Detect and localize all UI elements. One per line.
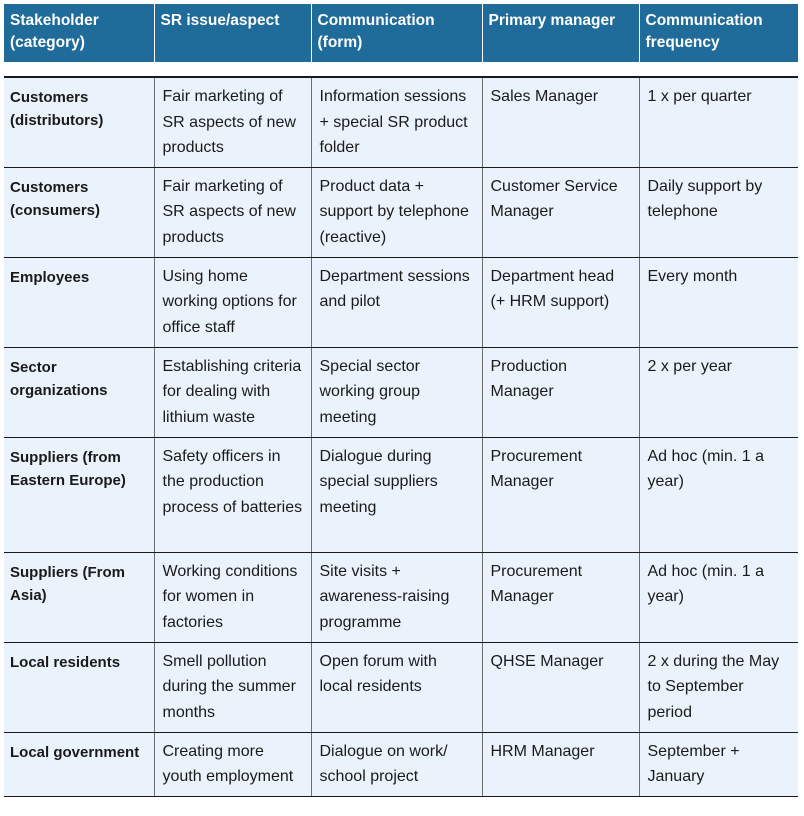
- table-row: Suppliers (From Asia) Working conditions…: [4, 551, 798, 643]
- stakeholder-cell: Suppliers (from Eastern Europe): [4, 436, 155, 553]
- communication-form-cell: Dialogue on work/ school project: [311, 731, 483, 797]
- communication-form-cell: Product data + support by telephone (rea…: [311, 166, 483, 258]
- primary-manager-cell: Customer Service Manager: [482, 166, 640, 258]
- header-communication-form: Communication (form): [311, 4, 483, 62]
- header-communication-frequency: Communication frequency: [639, 4, 798, 62]
- primary-manager-cell: Production Manager: [482, 346, 640, 438]
- sr-issue-cell: Establishing criteria for dealing with l…: [154, 346, 312, 438]
- table-header: Stakeholder (category) SR issue/aspect C…: [4, 4, 798, 62]
- primary-manager-cell: Department head (+ HRM support): [482, 256, 640, 348]
- communication-frequency-cell: Daily support by telephone: [639, 166, 798, 258]
- table-row: Local government Creating more youth emp…: [4, 731, 798, 797]
- sr-issue-cell: Safety officers in the production proces…: [154, 436, 312, 553]
- communication-frequency-cell: 1 x per quarter: [639, 76, 798, 168]
- header-stakeholder: Stakeholder (category): [4, 4, 155, 62]
- communication-frequency-cell: Ad hoc (min. 1 a year): [639, 436, 798, 553]
- table-row: Customers (consumers) Fair marketing of …: [4, 166, 798, 258]
- stakeholder-communication-table: Stakeholder (category) SR issue/aspect C…: [4, 4, 798, 797]
- stakeholder-cell: Local government: [4, 731, 155, 797]
- communication-frequency-cell: 2 x during the May to September period: [639, 641, 798, 733]
- sr-issue-cell: Creating more youth employment: [154, 731, 312, 797]
- sr-issue-cell: Working conditions for women in factorie…: [154, 551, 312, 643]
- stakeholder-cell: Local residents: [4, 641, 155, 733]
- communication-form-cell: Open forum with local residents: [311, 641, 483, 733]
- header-primary-manager: Primary manager: [482, 4, 640, 62]
- sr-issue-cell: Fair marketing of SR aspects of new prod…: [154, 76, 312, 168]
- communication-form-cell: Site visits + awareness-raising programm…: [311, 551, 483, 643]
- sr-issue-cell: Fair marketing of SR aspects of new prod…: [154, 166, 312, 258]
- stakeholder-cell: Suppliers (From Asia): [4, 551, 155, 643]
- stakeholder-cell: Sector organizations: [4, 346, 155, 438]
- table-row: Suppliers (from Eastern Europe) Safety o…: [4, 436, 798, 553]
- primary-manager-cell: Procurement Manager: [482, 436, 640, 553]
- stakeholder-cell: Customers (distributors): [4, 76, 155, 168]
- communication-frequency-cell: 2 x per year: [639, 346, 798, 438]
- communication-form-cell: Special sector working group meeting: [311, 346, 483, 438]
- header-row: Stakeholder (category) SR issue/aspect C…: [4, 4, 798, 62]
- primary-manager-cell: Procurement Manager: [482, 551, 640, 643]
- table-row: Local residents Smell pollution during t…: [4, 641, 798, 733]
- primary-manager-cell: HRM Manager: [482, 731, 640, 797]
- communication-frequency-cell: September + January: [639, 731, 798, 797]
- sr-issue-cell: Smell pollution during the summer months: [154, 641, 312, 733]
- table-row: Customers (distributors) Fair marketing …: [4, 76, 798, 168]
- spacer-cell: [4, 62, 798, 77]
- communication-form-cell: Information sessions + special SR produc…: [311, 76, 483, 168]
- communication-form-cell: Dialogue during special suppliers meetin…: [311, 436, 483, 553]
- primary-manager-cell: Sales Manager: [482, 76, 640, 168]
- communication-form-cell: Department sessions and pilot: [311, 256, 483, 348]
- table-row: Sector organizations Establishing criter…: [4, 346, 798, 438]
- header-spacer: [4, 62, 798, 77]
- primary-manager-cell: QHSE Manager: [482, 641, 640, 733]
- table-row: Employees Using home working options for…: [4, 256, 798, 348]
- communication-frequency-cell: Ad hoc (min. 1 a year): [639, 551, 798, 643]
- stakeholder-cell: Employees: [4, 256, 155, 348]
- stakeholder-cell: Customers (consumers): [4, 166, 155, 258]
- sr-issue-cell: Using home working options for office st…: [154, 256, 312, 348]
- header-sr-issue: SR issue/aspect: [154, 4, 312, 62]
- communication-frequency-cell: Every month: [639, 256, 798, 348]
- table-body: Customers (distributors) Fair marketing …: [4, 62, 798, 797]
